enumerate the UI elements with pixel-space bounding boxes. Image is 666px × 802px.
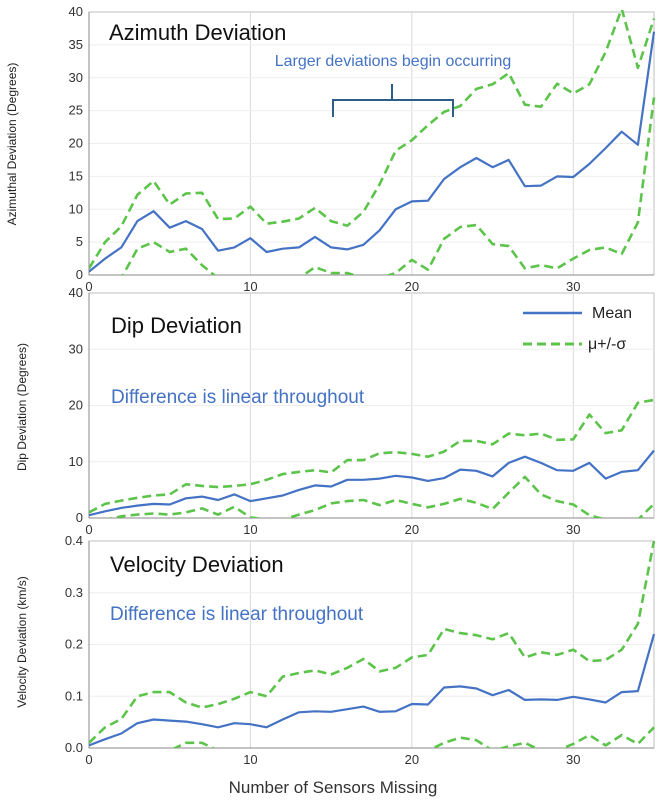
azimuth-x-tick-label: 20 xyxy=(405,279,419,294)
dip-y-tick-label: 20 xyxy=(69,398,83,413)
azimuth-y-tick-label: 10 xyxy=(69,201,83,216)
velocity-y-tick-label: 0.2 xyxy=(65,637,83,652)
velocity-y-tick-label: 0.0 xyxy=(65,740,83,755)
azimuth-y-tick-label: 30 xyxy=(69,70,83,85)
azimuth-y-tick-label: 25 xyxy=(69,103,83,118)
dip-lower-sigma-line xyxy=(106,475,655,518)
dip-gridlines xyxy=(88,293,654,519)
legend: Mean μ+/-σ xyxy=(523,305,632,353)
dip-y-tick-label: 40 xyxy=(69,285,83,300)
azimuth-panel: 0 5 10 15 20 25 30 35 40 0 10 20 30 Azimuth Deviati… xyxy=(5,4,656,294)
velocity-x-tick-label: 10 xyxy=(243,752,257,767)
azimuth-annotation-brace xyxy=(332,84,454,117)
azimuth-x-tick-label: 30 xyxy=(566,279,580,294)
dip-x-tick-label: 30 xyxy=(566,522,580,537)
dip-y-tick-label: 10 xyxy=(69,454,83,469)
azimuth-x-tick-label: 0 xyxy=(85,279,92,294)
azimuth-y-tick-label: 5 xyxy=(76,234,83,249)
azimuth-lower-sigma-line xyxy=(121,97,656,275)
legend-sigma-label: μ+/-σ xyxy=(588,336,626,353)
velocity-y-tick-label: 0.1 xyxy=(65,688,83,703)
dip-upper-sigma-line xyxy=(89,398,655,514)
velocity-y-axis-label: Velocity Deviation (km/s) xyxy=(15,576,29,707)
azimuth-mean-line xyxy=(89,31,656,273)
dip-title: Dip Deviation xyxy=(111,313,242,338)
x-axis-label: Number of Sensors Missing xyxy=(229,778,438,797)
velocity-x-tick-label: 20 xyxy=(405,752,419,767)
dip-x-tick-label: 0 xyxy=(85,522,92,537)
dip-x-tick-label: 20 xyxy=(405,522,419,537)
velocity-upper-sigma-line xyxy=(89,540,656,744)
azimuth-x-tick-label: 10 xyxy=(243,279,257,294)
dip-panel: 0 10 20 30 40 0 10 20 30 Dip Deviation Dip Devi… xyxy=(15,285,655,537)
azimuth-y-tick-label: 15 xyxy=(69,168,83,183)
azimuth-y-tick-label: 35 xyxy=(69,37,83,52)
azimuth-upper-sigma-line xyxy=(89,10,656,270)
azimuth-y-ticks: 0 5 10 15 20 25 30 35 40 xyxy=(69,4,83,282)
azimuth-y-tick-label: 0 xyxy=(76,267,83,282)
velocity-panel: 0.0 0.1 0.2 0.3 0.4 0 10 20 30 Velocity Deviati… xyxy=(15,533,656,767)
velocity-y-tick-label: 0.4 xyxy=(65,533,83,548)
velocity-y-ticks: 0.0 0.1 0.2 0.3 0.4 xyxy=(65,533,83,755)
azimuth-y-tick-label: 20 xyxy=(69,136,83,151)
velocity-series xyxy=(89,540,656,748)
azimuth-x-ticks: 0 10 20 30 xyxy=(85,279,580,294)
dip-y-ticks: 0 10 20 30 40 xyxy=(69,285,83,525)
velocity-title: Velocity Deviation xyxy=(110,552,284,577)
dip-x-ticks: 0 10 20 30 xyxy=(85,522,580,537)
velocity-x-tick-label: 0 xyxy=(85,752,92,767)
velocity-x-ticks: 0 10 20 30 xyxy=(85,752,580,767)
velocity-gridlines xyxy=(88,541,654,749)
dip-y-tick-label: 30 xyxy=(69,341,83,356)
azimuth-title: Azimuth Deviation xyxy=(109,20,286,45)
velocity-mean-line xyxy=(89,633,656,747)
velocity-x-tick-label: 30 xyxy=(566,752,580,767)
legend-mean-label: Mean xyxy=(592,305,632,322)
dip-annotation: Difference is linear throughout xyxy=(111,387,365,408)
velocity-annotation: Difference is linear throughout xyxy=(110,604,364,625)
azimuth-series xyxy=(89,10,656,275)
dip-y-axis-label: Dip Deviation (Degrees) xyxy=(15,343,29,471)
dip-x-tick-label: 10 xyxy=(243,522,257,537)
azimuth-y-axis-label: Azimuthal Deviation (Degrees) xyxy=(5,63,19,226)
velocity-y-tick-label: 0.3 xyxy=(65,585,83,600)
dip-series xyxy=(89,398,655,518)
dip-y-tick-label: 0 xyxy=(76,510,83,525)
dip-mean-line xyxy=(89,449,655,517)
azimuth-y-tick-label: 40 xyxy=(69,4,83,19)
azimuth-annotation: Larger deviations begin occurring xyxy=(275,53,512,70)
